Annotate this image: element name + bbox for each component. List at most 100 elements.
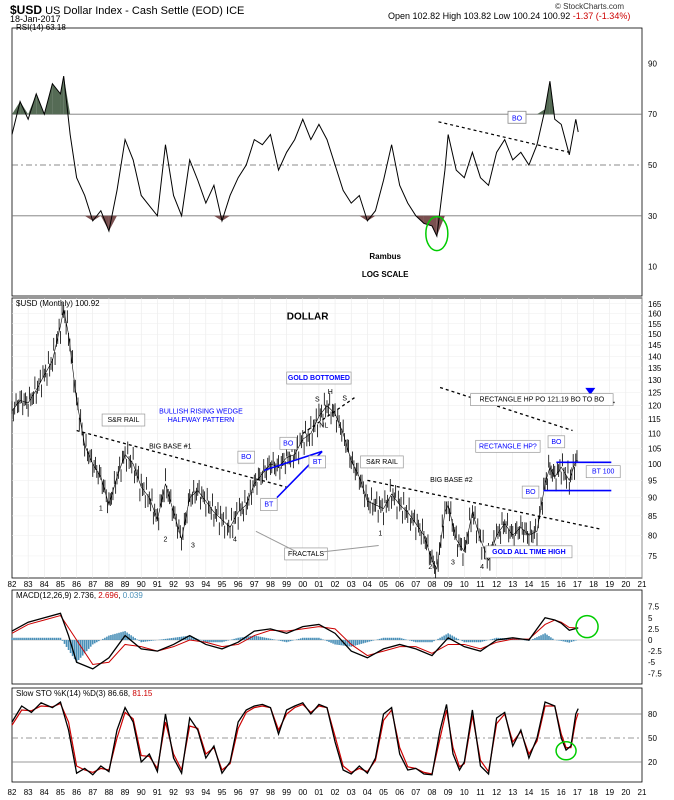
macd-histogram-bar (221, 640, 223, 643)
macd-histogram-bar (207, 640, 209, 643)
macd-histogram-bar (203, 640, 205, 642)
price-annotation: 4 (233, 536, 237, 543)
x-tick-label-bottom: 18 (589, 788, 598, 797)
macd-histogram-bar (140, 640, 143, 643)
macd-histogram-bar (33, 637, 36, 640)
macd-histogram-bar (172, 637, 175, 640)
macd-histogram-bar (465, 640, 468, 643)
macd-histogram-bar (441, 636, 443, 640)
macd-histogram-bar (102, 638, 104, 640)
macd-histogram-bar (423, 640, 425, 643)
macd-histogram-bar (81, 640, 84, 656)
macd-histogram-bar (316, 637, 318, 640)
macd-histogram-bar (310, 637, 312, 640)
macd-histogram-bar (518, 639, 520, 640)
macd-histogram-bar (299, 638, 302, 640)
macd-histogram-bar (344, 640, 346, 646)
macd-histogram-bar (297, 638, 300, 640)
x-tick-label-bottom: 09 (444, 788, 453, 797)
x-tick-label: 93 (185, 580, 194, 589)
macd-histogram-bar (477, 640, 480, 643)
macd-histogram-bar (255, 635, 258, 640)
macd-histogram-bar (532, 639, 534, 640)
price-annotation: 2 (164, 536, 168, 543)
price-y-tick: 155 (648, 320, 662, 329)
price-annotation: RECTANGLE HP PO 121.19 BO TO BO (479, 397, 604, 404)
sto-y-tick: 50 (648, 734, 657, 743)
macd-histogram-bar (219, 640, 221, 643)
panel-frame-sto (11, 687, 643, 783)
open-label: Open (388, 11, 411, 21)
macd-histogram-bar (120, 632, 122, 640)
macd-histogram-bar (59, 637, 62, 640)
macd-histogram-bar (413, 640, 415, 642)
price-annotation: S&R RAIL (108, 417, 140, 424)
macd-histogram-bar (425, 640, 427, 643)
x-tick-label-bottom: 13 (508, 788, 517, 797)
macd-histogram-bar (53, 637, 56, 640)
macd-histogram-bar (558, 640, 560, 641)
macd-histogram-bar (568, 640, 571, 643)
x-tick-label: 00 (298, 580, 307, 589)
price-annotation: BO (283, 440, 294, 447)
macd-histogram-bar (160, 639, 163, 640)
x-tick-label-bottom: 01 (314, 788, 323, 797)
rsi-y-tick: 30 (648, 212, 657, 221)
macd-histogram-bar (372, 640, 375, 641)
x-tick-label-bottom: 08 (428, 788, 437, 797)
macd-histogram-bar (35, 637, 38, 640)
price-y-tick: 120 (648, 402, 662, 411)
macd-legend: MACD(12,26,9) 2.736, 2.696, 0.039 (16, 591, 143, 600)
macd-histogram-bar (536, 637, 538, 640)
price-annotation: RECTANGLE HP? (479, 443, 537, 450)
macd-histogram-bar (39, 637, 42, 640)
x-tick-label: 89 (121, 580, 130, 589)
macd-histogram-bar (217, 640, 219, 643)
macd-histogram-bar (483, 640, 486, 642)
macd-histogram-bar (546, 634, 548, 640)
macd-histogram-bar (471, 640, 474, 643)
x-tick-label-bottom: 03 (347, 788, 356, 797)
macd-histogram-bar (37, 637, 40, 640)
price-annotation-box (286, 371, 352, 385)
macd-histogram-bar (45, 637, 48, 640)
price-y-tick: 160 (648, 310, 662, 319)
price-annotation: BO (241, 454, 252, 461)
macd-histogram-bar (29, 637, 31, 640)
macd-histogram-bar (402, 638, 405, 640)
price-annotation: 4 (480, 564, 484, 571)
price-annotation-box (585, 465, 621, 479)
macd-histogram-bar (146, 640, 149, 642)
x-tick-label: 07 (411, 580, 420, 589)
macd-histogram-bar (61, 640, 64, 641)
x-tick-label: 82 (8, 580, 17, 589)
macd-histogram-bar (332, 640, 334, 644)
rsi-oversold-fill (222, 215, 231, 221)
macd-histogram-bar (346, 640, 348, 647)
rsi-y-tick: 10 (648, 263, 657, 272)
macd-histogram-bar (118, 632, 120, 640)
x-tick-label: 03 (347, 580, 356, 589)
macd-histogram-bar (548, 636, 550, 640)
macd-histogram-bar (201, 640, 203, 641)
target-arrow-icon (585, 387, 596, 395)
macd-legend-value: , (94, 591, 98, 600)
fractal-pointer (255, 530, 297, 553)
price-y-tick: 145 (648, 341, 662, 350)
macd-histogram-bar (421, 640, 423, 643)
macd-histogram-bar (89, 640, 92, 647)
macd-histogram-bar (110, 635, 112, 640)
macd-histogram-bar (209, 640, 211, 643)
rsi-bo-box (507, 110, 527, 124)
macd-histogram-bar (21, 637, 23, 640)
macd-histogram-bar (491, 638, 494, 640)
macd-histogram-bar (433, 640, 435, 642)
macd-histogram-bar (112, 634, 114, 640)
macd-histogram-bar (463, 640, 466, 643)
x-tick-label: 14 (524, 580, 533, 589)
macd-histogram-bar (83, 640, 86, 654)
x-tick-label-bottom: 95 (218, 788, 227, 797)
price-annotation-box (237, 450, 255, 464)
rsi-y-tick: 70 (648, 110, 657, 119)
macd-histogram-bar (378, 638, 381, 640)
